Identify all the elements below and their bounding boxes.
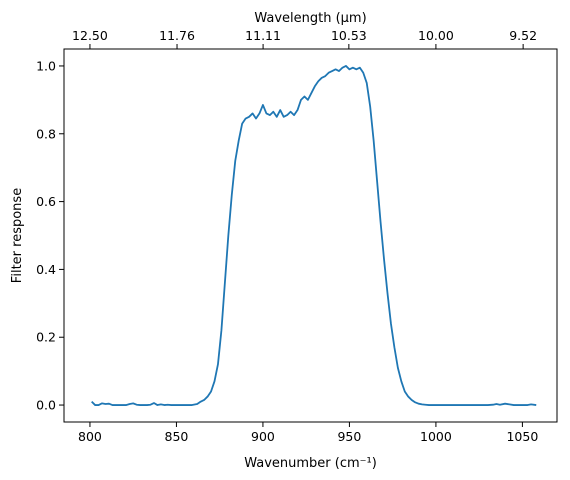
x-tick-label: 1000 [420, 429, 452, 444]
x-tick-label: 900 [251, 429, 275, 444]
top-tick-label: 12.50 [72, 28, 108, 43]
top-tick-label: 11.11 [245, 28, 281, 43]
x-tick-label: 800 [78, 429, 102, 444]
y-tick-label: 0.8 [36, 126, 56, 141]
x-axis-label: Wavenumber (cm⁻¹) [244, 456, 377, 471]
top-tick-label: 9.52 [509, 28, 537, 43]
y-tick-label: 0.0 [36, 398, 56, 413]
y-tick-label: 0.2 [36, 330, 56, 345]
axes: 800 850 900 950 1000 1050 0.0 0.2 0.4 0.6 0.8 1.0 12… [36, 28, 558, 444]
plot-area [91, 65, 537, 406]
top-tick-label: 10.53 [331, 28, 367, 43]
y-tick-label: 0.4 [36, 262, 56, 277]
y-axis-label: Filter response [10, 188, 25, 283]
y-tick-label: 0.6 [36, 194, 56, 209]
top-axis-label: Wavelength (μm) [254, 11, 366, 26]
plot-frame [63, 48, 558, 423]
y-tick-label: 1.0 [36, 58, 56, 73]
x-tick-label: 950 [337, 429, 361, 444]
top-tick-label: 11.76 [159, 28, 195, 43]
x-tick-label: 850 [165, 429, 189, 444]
x-tick-label: 1050 [506, 429, 538, 444]
top-tick-label: 10.00 [418, 28, 454, 43]
series-line [91, 65, 537, 406]
